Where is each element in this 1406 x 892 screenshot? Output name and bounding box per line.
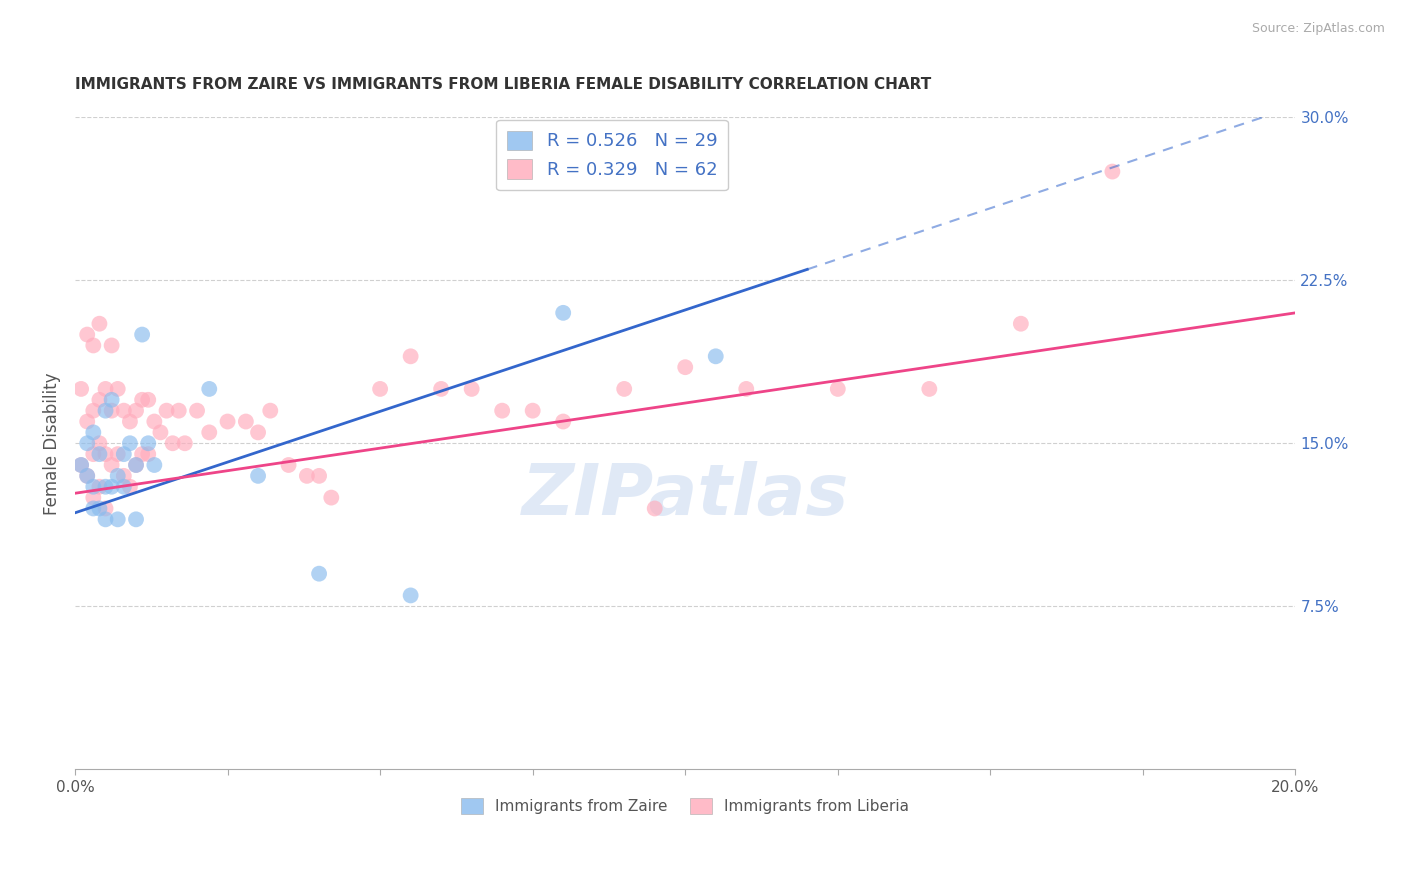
Point [173,436,195,450]
Point [247,468,270,483]
Point [149,425,172,440]
Point [321,491,343,505]
Point [125,458,148,472]
Point [125,458,148,472]
Point [460,382,482,396]
Point [131,447,153,461]
Point [198,425,221,440]
Point [644,501,666,516]
Point [162,436,184,450]
Legend: Immigrants from Zaire, Immigrants from Liberia: Immigrants from Zaire, Immigrants from L… [456,791,915,821]
Point [1101,164,1123,178]
Point [118,436,141,450]
Point [118,415,141,429]
Point [100,338,122,352]
Point [89,501,111,516]
Point [89,480,111,494]
Point [136,392,159,407]
Point [125,512,148,526]
Point [131,392,153,407]
Point [704,349,727,363]
Point [143,458,166,472]
Point [673,360,696,375]
Point [553,306,575,320]
Text: Source: ZipAtlas.com: Source: ZipAtlas.com [1251,22,1385,36]
Point [76,468,98,483]
Point [82,501,104,516]
Point [247,425,270,440]
Point [100,403,122,417]
Point [136,436,159,450]
Point [112,403,135,417]
Point [522,403,544,417]
Point [399,589,422,603]
Point [107,382,129,396]
Point [118,480,141,494]
Point [94,403,117,417]
Point [186,403,208,417]
Point [308,468,330,483]
Point [217,415,239,429]
Point [107,468,129,483]
Point [94,501,117,516]
Point [76,327,98,342]
Point [553,415,575,429]
Point [918,382,941,396]
Point [70,458,93,472]
Point [100,480,122,494]
Point [613,382,636,396]
Point [259,403,281,417]
Point [82,491,104,505]
Point [277,458,299,472]
Point [76,436,98,450]
Point [100,458,122,472]
Point [491,403,513,417]
Point [399,349,422,363]
Point [76,415,98,429]
Point [89,392,111,407]
Point [76,468,98,483]
Point [82,403,104,417]
Point [136,447,159,461]
Point [125,403,148,417]
Point [94,382,117,396]
Point [198,382,221,396]
Y-axis label: Female Disability: Female Disability [44,372,60,515]
Point [82,338,104,352]
Point [308,566,330,581]
Point [1010,317,1032,331]
Point [70,382,93,396]
Point [167,403,190,417]
Point [295,468,318,483]
Point [368,382,391,396]
Point [100,392,122,407]
Point [827,382,849,396]
Point [430,382,453,396]
Point [112,468,135,483]
Point [112,480,135,494]
Text: IMMIGRANTS FROM ZAIRE VS IMMIGRANTS FROM LIBERIA FEMALE DISABILITY CORRELATION C: IMMIGRANTS FROM ZAIRE VS IMMIGRANTS FROM… [75,78,931,93]
Point [89,317,111,331]
Point [235,415,257,429]
Point [70,458,93,472]
Point [89,447,111,461]
Point [82,425,104,440]
Point [155,403,177,417]
Point [143,415,166,429]
Point [112,447,135,461]
Point [94,512,117,526]
Point [82,447,104,461]
Point [107,512,129,526]
Point [735,382,758,396]
Text: ZIPatlas: ZIPatlas [522,461,849,530]
Point [94,447,117,461]
Point [107,447,129,461]
Point [82,480,104,494]
Point [94,480,117,494]
Point [89,436,111,450]
Point [131,327,153,342]
